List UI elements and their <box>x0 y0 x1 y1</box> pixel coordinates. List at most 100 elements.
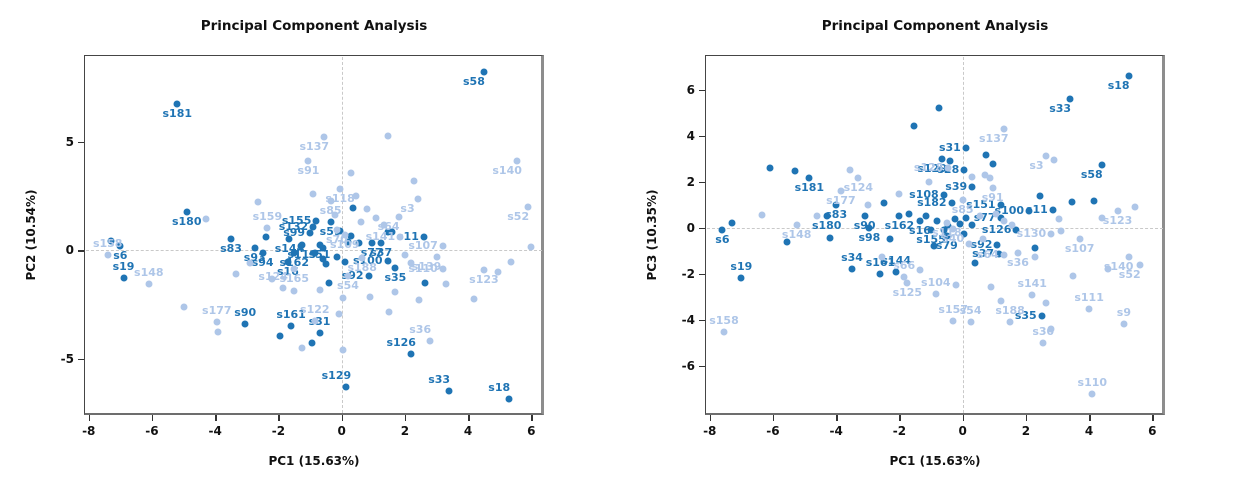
data-point <box>864 201 872 209</box>
point-label: s54 <box>959 303 982 317</box>
point-label: s34 <box>841 250 863 264</box>
data-point <box>284 258 292 266</box>
point-label: s18 <box>1107 78 1130 92</box>
point-label: s140 <box>492 164 522 178</box>
data-point <box>903 279 911 287</box>
data-point <box>1038 312 1046 320</box>
point-label: s33 <box>428 373 451 387</box>
data-point <box>306 229 314 237</box>
point-label: s182 <box>917 196 947 210</box>
point-label: s54 <box>337 279 359 293</box>
x-tick-label: 6 <box>527 424 536 438</box>
data-point <box>322 260 330 268</box>
x-tick-label: 4 <box>463 424 473 438</box>
data-point <box>933 217 941 225</box>
data-point <box>355 239 363 247</box>
data-point <box>442 280 450 288</box>
point-label: s159 <box>252 210 283 224</box>
data-point <box>1076 235 1084 243</box>
data-point <box>1068 198 1076 206</box>
data-point <box>319 255 327 263</box>
point-label: s35 <box>384 270 407 284</box>
data-point <box>1036 192 1044 200</box>
data-point <box>342 383 350 391</box>
data-point <box>439 242 447 250</box>
point-label: s9 <box>1116 306 1131 320</box>
point-label: s109 <box>330 238 360 251</box>
point-label: s37 <box>370 245 393 259</box>
data-point <box>312 217 320 225</box>
data-point <box>1131 203 1139 211</box>
point-label: s141 <box>1017 277 1047 291</box>
data-point <box>718 226 726 234</box>
point-label: s36 <box>409 323 432 337</box>
data-point <box>949 317 957 325</box>
data-point <box>1069 272 1077 280</box>
point-label: s94 <box>251 256 274 270</box>
data-point <box>290 287 298 295</box>
point-label: s180 <box>811 219 842 233</box>
data-point <box>1090 197 1098 205</box>
data-point <box>1125 253 1133 261</box>
point-label: s155 <box>916 232 946 246</box>
data-point <box>1039 339 1047 347</box>
point-label: s181 <box>162 106 193 120</box>
data-point <box>414 195 422 203</box>
data-point <box>1012 226 1020 234</box>
data-point <box>832 201 840 209</box>
data-point <box>145 280 153 288</box>
point-label: s64 <box>976 248 999 262</box>
data-point <box>940 191 948 199</box>
data-point <box>992 210 1000 218</box>
x-axis-label-right: PC1 (15.63%) <box>889 454 981 468</box>
data-point <box>396 233 404 241</box>
data-point <box>1088 390 1096 398</box>
point-label: s137 <box>299 140 330 154</box>
data-point <box>470 295 478 303</box>
x-tick-label: 0 <box>958 424 967 438</box>
data-point <box>333 226 341 234</box>
data-point <box>971 259 979 267</box>
data-point <box>932 290 940 298</box>
data-point <box>254 198 262 206</box>
data-point <box>1047 230 1055 238</box>
data-point <box>1006 318 1014 326</box>
y-tick-label: 0 <box>686 220 695 235</box>
point-label: s126 <box>386 336 416 350</box>
point-label: s177 <box>826 193 856 207</box>
data-point <box>967 318 975 326</box>
data-point <box>259 249 267 257</box>
y-tick-label: -5 <box>60 351 74 366</box>
data-point <box>180 303 188 311</box>
data-point <box>327 197 335 205</box>
data-point <box>426 337 434 345</box>
y-tick-mark <box>699 135 705 137</box>
point-label: s157 <box>938 302 968 316</box>
point-label: s141 <box>365 230 396 244</box>
x-tick-mark <box>836 415 838 421</box>
data-point <box>981 171 989 179</box>
x-tick-mark <box>1152 415 1154 421</box>
data-point <box>728 219 736 227</box>
data-point <box>837 187 845 195</box>
point-label: s123 <box>1102 214 1133 228</box>
y-tick-label: 6 <box>686 82 695 97</box>
point-label: s188 <box>347 260 377 274</box>
point-label: s99 <box>283 225 306 239</box>
data-point <box>905 210 913 218</box>
point-label: s52 <box>1118 268 1141 282</box>
point-label: s83 <box>220 242 242 256</box>
y-tick-label: -6 <box>681 358 695 373</box>
data-point <box>968 173 976 181</box>
y-axis-label-right: PC3 (10.35%) <box>645 189 659 281</box>
data-point <box>1042 152 1050 160</box>
data-point <box>285 235 293 243</box>
x-tick-mark <box>1025 415 1028 421</box>
point-label: s58 <box>1080 168 1103 182</box>
point-label: s98 <box>858 230 881 244</box>
data-point <box>341 231 349 239</box>
data-point <box>935 104 943 112</box>
data-point <box>505 395 513 403</box>
data-point <box>388 228 396 236</box>
data-point <box>989 184 997 192</box>
